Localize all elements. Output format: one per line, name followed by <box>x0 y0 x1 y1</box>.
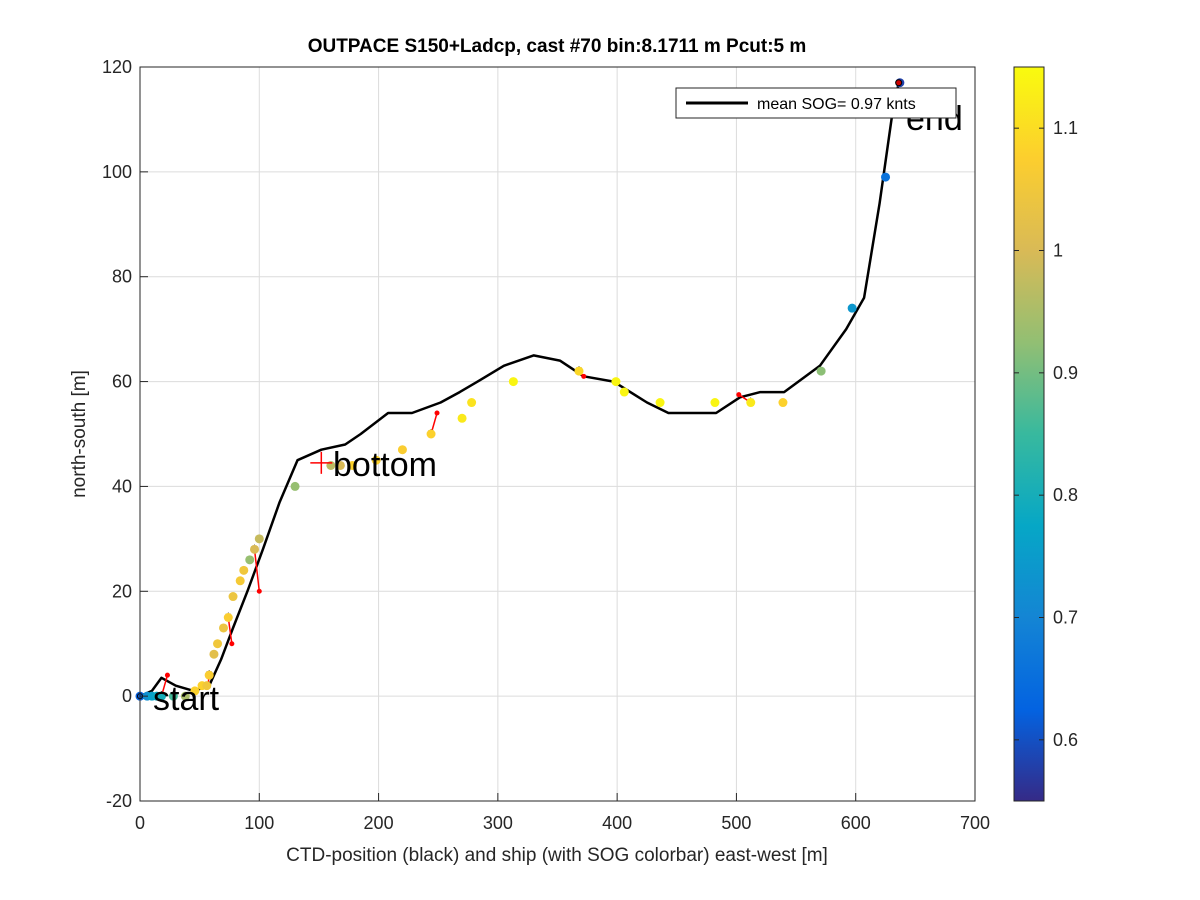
ship-sog-point <box>250 544 260 554</box>
y-axis-label: north-south [m] <box>69 370 90 498</box>
colorbar-tick-label: 1.1 <box>1053 118 1078 138</box>
ship-sog-point <box>467 398 477 408</box>
colorbar: 0.6 0.7 0.8 0.9 1 1.1 <box>1013 66 1078 802</box>
x-tick-label: 300 <box>483 813 513 833</box>
ship-sog-point <box>239 565 249 575</box>
series-layer: ******* <box>135 78 905 703</box>
ship-sog-point <box>816 366 826 376</box>
plot-box <box>139 66 976 802</box>
end-marker <box>895 79 903 87</box>
ship-sog-point <box>235 576 245 586</box>
ship-sog-point <box>209 649 219 659</box>
ctd-position-marker <box>736 392 742 398</box>
ctd-ship-connector <box>253 549 261 592</box>
ship-sog-point <box>847 303 857 313</box>
x-tick-label: 100 <box>244 813 274 833</box>
colorbar-tick-label: 0.6 <box>1053 730 1078 750</box>
colorbar-ticks: 0.6 0.7 0.8 0.9 1 1.1 <box>1014 118 1078 750</box>
ship-sog-point <box>508 377 518 387</box>
ship-sog-point <box>168 691 178 701</box>
colorbar-tick-label: 0.8 <box>1053 485 1078 505</box>
plot-area <box>140 67 975 801</box>
ship-sog-point <box>371 455 381 465</box>
colorbar-tick-label: 1 <box>1053 241 1063 261</box>
ship-sog-point <box>254 534 264 544</box>
x-tick-label: 700 <box>960 813 990 833</box>
ctd-position-marker <box>434 410 440 416</box>
x-axis-label: CTD-position (black) and ship (with SOG … <box>286 845 828 866</box>
ship-sog-point <box>219 623 228 633</box>
annotation-bottom: bottom <box>333 446 437 484</box>
y-tick-label: 60 <box>112 372 132 392</box>
x-tick-label: 200 <box>364 813 394 833</box>
y-tick-label: 20 <box>112 581 132 601</box>
ship-sog-point <box>156 691 166 701</box>
ctd-position-marker <box>256 588 262 594</box>
ship-sog-point <box>881 172 891 182</box>
grid <box>139 66 976 802</box>
ship-sog-point <box>746 398 756 408</box>
ship-sog-point <box>778 398 788 408</box>
ship-sog-point <box>290 481 300 491</box>
ctd-position-marker <box>229 641 235 647</box>
ship-sog-point <box>574 366 584 376</box>
ship-sog-point <box>457 413 467 423</box>
colorbar-tick-label: 0.9 <box>1053 363 1078 383</box>
ship-sog-point <box>213 639 223 649</box>
ship-sog-point <box>180 691 190 701</box>
ship-sog-point <box>190 686 200 696</box>
legend: mean SOG= 0.97 knts <box>675 87 957 119</box>
ship-sog-point <box>347 460 357 470</box>
x-tick-label: 600 <box>841 813 871 833</box>
colorbar-gradient <box>1013 66 1045 802</box>
ship-sog-point <box>228 592 238 602</box>
ctd-track-line <box>139 82 900 698</box>
ship-sog-point <box>655 398 665 408</box>
y-tick-label: 0 <box>122 686 132 706</box>
x-tick-label: 400 <box>602 813 632 833</box>
ship-sog-point <box>335 460 345 470</box>
y-tick-label: 120 <box>102 57 132 77</box>
ship-sog-point <box>202 681 212 691</box>
legend-entry-label: mean SOG= 0.97 knts <box>757 96 916 113</box>
ship-sog-point <box>619 387 629 397</box>
ship-sog-point <box>223 613 233 622</box>
ship-sog-point <box>245 555 255 565</box>
chart-title: OUTPACE S150+Ladcp, cast #70 bin:8.1711 … <box>308 36 807 57</box>
ship-sog-point <box>611 377 621 387</box>
ctd-position-marker <box>164 672 170 678</box>
ship-sog-point <box>204 670 214 680</box>
y-tick-label: -20 <box>106 791 132 811</box>
ctd-position-marker <box>581 373 587 379</box>
ship-sog-point <box>710 398 720 408</box>
x-tick-label: 0 <box>135 813 145 833</box>
y-tick-label: 100 <box>102 162 132 182</box>
y-tick-label: 40 <box>112 476 132 496</box>
y-tick-label: 80 <box>112 267 132 287</box>
ship-sog-point <box>397 445 407 455</box>
annotation-start: start <box>153 680 220 718</box>
x-tick-label: 500 <box>721 813 751 833</box>
colorbar-tick-label: 0.7 <box>1053 608 1078 628</box>
ship-sog-point <box>426 429 436 439</box>
